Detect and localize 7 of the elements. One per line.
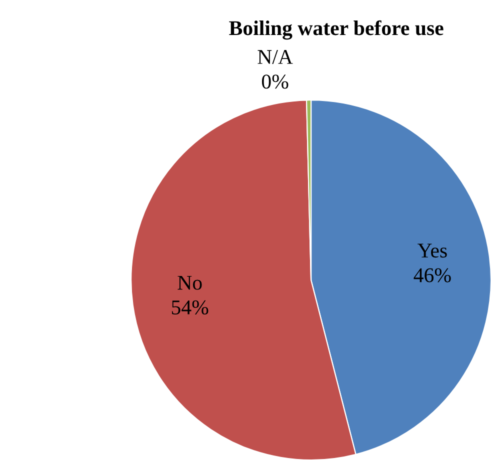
slice-label: N/A xyxy=(258,50,293,64)
chart-title: Boiling water before use xyxy=(229,20,444,40)
data-label: 46% xyxy=(414,268,451,282)
data-label: 54% xyxy=(172,300,208,315)
data-label: 0% xyxy=(262,74,288,89)
slice-label: Yes xyxy=(418,244,447,258)
slice-label: No xyxy=(178,276,202,290)
